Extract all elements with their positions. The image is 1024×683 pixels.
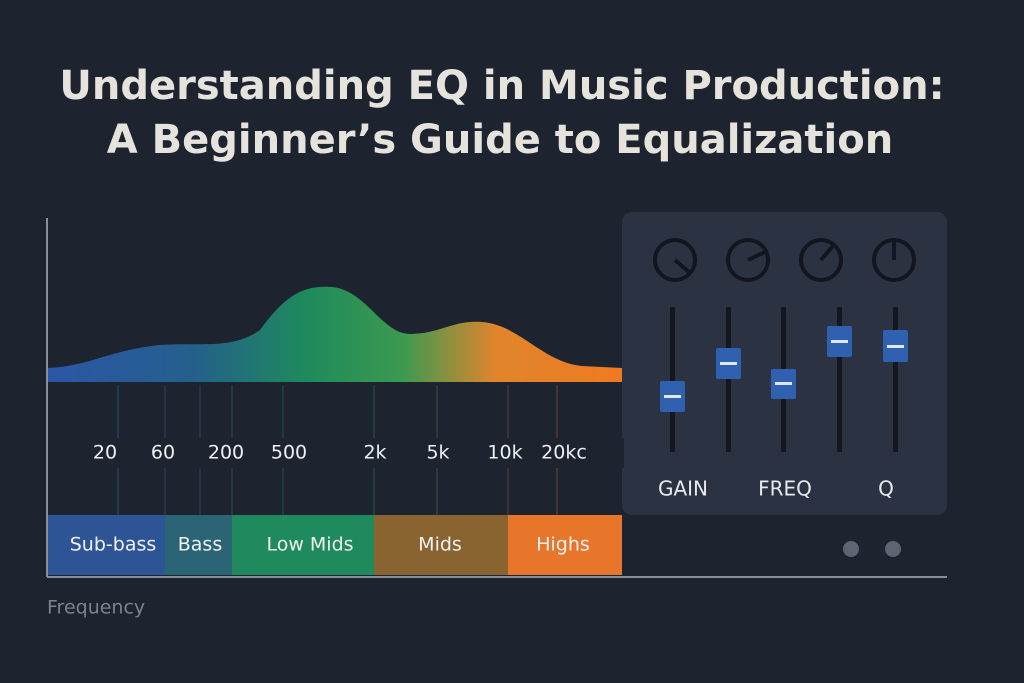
indicator-dot (885, 541, 901, 557)
band (165, 515, 232, 575)
frequency-label: 2k (363, 442, 386, 464)
band-label: Bass (178, 534, 222, 556)
mixer-label: Q (878, 477, 894, 501)
frequency-label: 20kc (541, 442, 587, 464)
knob-indicator (673, 258, 691, 274)
slider-handle-line (720, 362, 737, 365)
slider-handle-line (887, 345, 904, 348)
indicator-dot (843, 541, 859, 557)
frequency-label: 20 (93, 442, 117, 464)
frequency-label: 500 (271, 442, 307, 464)
band-label: Mids (418, 534, 462, 556)
slider-track (726, 307, 731, 452)
frequency-label: 60 (151, 442, 175, 464)
knob-indicator (747, 250, 766, 262)
slider-handle-line (775, 382, 792, 385)
band (232, 515, 374, 575)
label-backdrop (84, 438, 624, 468)
knobs (653, 238, 916, 282)
knob-indicator (819, 244, 835, 262)
title-line: A Beginner’s Guide to Equalization (107, 117, 893, 163)
slider-handle-line (664, 395, 681, 398)
band-label: Highs (536, 534, 590, 556)
title-line: Understanding EQ in Music Production: (59, 63, 944, 109)
band (508, 515, 622, 575)
slider-track (837, 307, 842, 452)
frequency-label: 5k (426, 442, 449, 464)
frequency-label: 10k (487, 442, 522, 464)
slider-track (893, 307, 898, 452)
eq-curve (48, 286, 622, 382)
band (374, 515, 508, 575)
slider-handle-line (831, 340, 848, 343)
band-label: Sub-bass (70, 534, 157, 556)
band (48, 515, 165, 575)
band-label: Low Mids (266, 534, 353, 556)
slider-track (670, 307, 675, 452)
frequency-label: 200 (208, 442, 244, 464)
mixer-label: GAIN (658, 477, 708, 501)
axis-label: Frequency (47, 597, 145, 619)
sliders (660, 307, 908, 452)
mixer-label: FREQ (758, 477, 812, 501)
